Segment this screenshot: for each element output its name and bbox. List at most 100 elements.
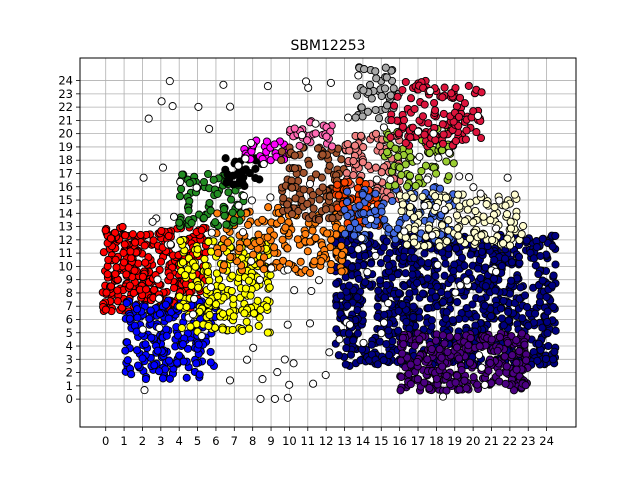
y-tick-label: 22 [58, 100, 73, 114]
data-point [191, 262, 200, 271]
data-point [380, 215, 389, 224]
data-point [397, 207, 406, 216]
data-point [516, 283, 525, 292]
data-point [466, 198, 475, 207]
data-point [353, 91, 362, 100]
data-point [420, 100, 429, 109]
data-point [393, 224, 402, 233]
data-point [428, 231, 437, 240]
data-point [153, 346, 162, 355]
data-point [290, 164, 299, 173]
data-point [145, 314, 154, 323]
data-point [517, 230, 526, 239]
data-point [101, 305, 110, 314]
data-point [453, 224, 462, 233]
y-tick-label: 2 [66, 366, 73, 380]
data-point [535, 298, 544, 307]
data-point [359, 143, 368, 152]
data-point [469, 218, 478, 227]
data-point [387, 273, 396, 282]
data-point [228, 208, 237, 217]
data-point [400, 282, 409, 291]
y-tick-label: 18 [58, 153, 73, 167]
data-point [199, 213, 208, 223]
data-point [406, 360, 415, 369]
data-point [477, 363, 486, 372]
data-point [147, 333, 156, 342]
data-point [318, 183, 327, 192]
data-point [398, 349, 407, 358]
data-point [279, 194, 288, 203]
data-point [185, 179, 194, 188]
data-point [343, 139, 352, 149]
data-point [486, 358, 495, 368]
data-point [420, 249, 429, 258]
data-point [491, 286, 500, 295]
data-point [432, 374, 441, 383]
data-point [431, 271, 440, 281]
data-point [165, 374, 174, 383]
data-point [127, 370, 136, 379]
data-point [473, 111, 482, 120]
y-tick-label: 6 [66, 312, 73, 326]
data-point [504, 307, 513, 317]
data-point [389, 84, 398, 93]
data-point [139, 173, 148, 182]
data-point [371, 251, 380, 260]
data-point [244, 276, 253, 285]
data-point [213, 291, 222, 301]
data-point [325, 161, 334, 170]
data-point [410, 225, 419, 234]
data-point [219, 80, 228, 89]
data-point [343, 211, 352, 221]
data-point [308, 226, 317, 235]
data-point [517, 329, 526, 338]
data-point [343, 187, 352, 196]
x-tick-label: 9 [267, 434, 274, 448]
data-point [122, 299, 131, 308]
data-point [433, 260, 442, 269]
data-point [371, 163, 380, 172]
data-point [351, 113, 360, 122]
x-tick-label: 5 [194, 434, 201, 448]
data-point [349, 171, 358, 180]
data-point [176, 177, 185, 186]
data-point [454, 231, 463, 240]
data-point [502, 362, 511, 371]
data-point [229, 215, 239, 224]
data-point [499, 296, 508, 305]
data-point [138, 272, 147, 281]
data-point [293, 235, 302, 244]
data-point [538, 323, 547, 332]
data-point [255, 236, 264, 246]
data-point [381, 63, 390, 72]
data-point [226, 102, 235, 111]
y-tick-label: 19 [58, 140, 73, 154]
data-point [311, 233, 320, 242]
data-point [266, 193, 275, 202]
data-point [245, 169, 254, 178]
data-point [256, 394, 265, 403]
data-point [342, 344, 351, 353]
data-point [410, 238, 419, 247]
data-point [148, 217, 157, 226]
data-point [187, 218, 196, 228]
data-point [278, 235, 287, 244]
data-point [112, 263, 121, 272]
data-point [441, 259, 450, 268]
data-point [548, 281, 557, 290]
data-point [359, 338, 368, 347]
data-point [493, 346, 502, 355]
data-point [406, 153, 415, 162]
data-point [229, 171, 238, 180]
data-point [235, 244, 244, 253]
data-point [225, 376, 235, 385]
data-point [438, 362, 447, 371]
data-point [197, 331, 206, 341]
data-point [270, 243, 279, 252]
data-point [345, 320, 354, 329]
data-point [169, 212, 179, 221]
data-point [138, 354, 147, 363]
data-point [421, 161, 430, 170]
data-point [454, 190, 463, 199]
